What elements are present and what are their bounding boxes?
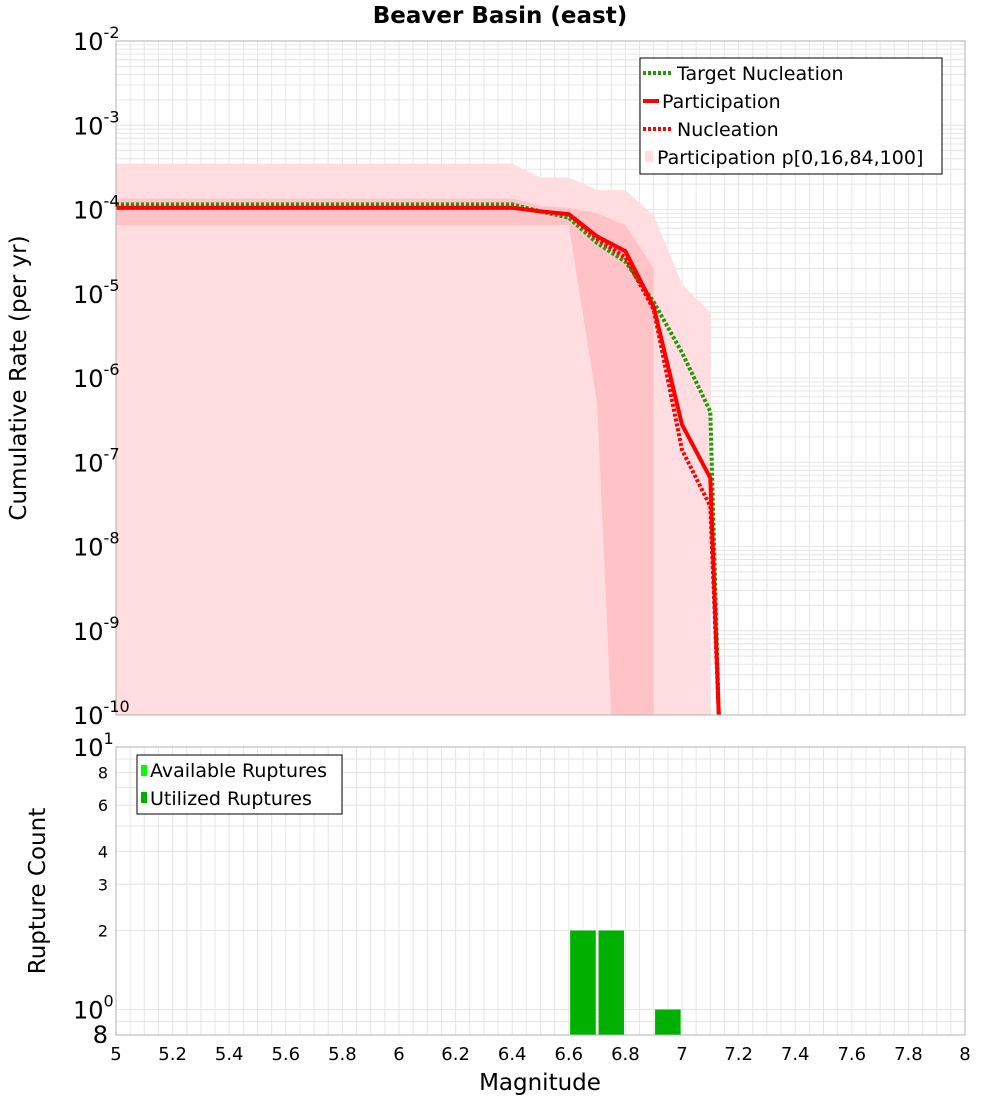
legend-swatch-available-ruptures xyxy=(141,765,147,776)
count-y-tick: 4 xyxy=(98,842,108,861)
magnitude-x-tick-label: 7.8 xyxy=(894,1044,923,1065)
magnitude-x-tick-label: 6.2 xyxy=(441,1044,470,1065)
chart-title: Beaver Basin (east) xyxy=(373,3,627,29)
magnitude-x-tick-label: 5.8 xyxy=(328,1044,357,1065)
rate-y-tick: 10-7 xyxy=(73,444,120,477)
count-y-tick-label: 3 xyxy=(98,875,108,894)
rate-panel: 10-2 10-3 10-4 10-5 10-6 10-7 10-8 10-9 10-10 Cu… xyxy=(6,23,966,730)
count-y-tick: 8 xyxy=(98,763,108,782)
count-legend: Available Ruptures Utilized Ruptures xyxy=(136,754,343,815)
magnitude-x-tick-label: 5.2 xyxy=(158,1044,187,1065)
rate-y-tick: 10-6 xyxy=(73,360,120,393)
count-y-tick-label: 6 xyxy=(98,796,108,815)
rate-y-tick: 10-4 xyxy=(73,192,120,225)
rate-y-tick-label: 10-7 xyxy=(73,444,120,477)
rupture-count-bars xyxy=(570,930,681,1035)
count-y-tick: 8 xyxy=(93,1021,108,1049)
magnitude-x-tick-label: 6.6 xyxy=(554,1044,583,1065)
rate-y-tick-label: 10-4 xyxy=(73,192,120,225)
magnitude-x-tick-label: 7.6 xyxy=(837,1044,866,1065)
participation-percentile-bands xyxy=(116,163,711,716)
rate-y-tick: 10-8 xyxy=(73,529,120,562)
rate-y-tick: 10-5 xyxy=(73,276,120,309)
count-y-axis-label: Rupture Count xyxy=(25,808,51,974)
participation-band-outer xyxy=(116,163,711,716)
rate-series-lines xyxy=(116,202,721,716)
count-plot-frame xyxy=(115,746,966,1036)
legend-swatch-participation-band xyxy=(645,151,653,162)
rate-y-tick-label: 10-8 xyxy=(73,529,120,562)
legend-swatch-utilized-ruptures xyxy=(141,792,147,803)
rate-y-ticks: 10-2 10-3 10-4 10-5 10-6 10-7 10-8 10-9 10-10 xyxy=(73,23,130,730)
rate-y-tick-label: 10-5 xyxy=(73,276,120,309)
count-y-tick: 3 xyxy=(98,875,108,894)
rate-y-axis-label: Cumulative Rate (per yr) xyxy=(6,235,32,520)
magnitude-x-tick-label: 5.6 xyxy=(271,1044,300,1065)
legend-label-utilized-ruptures: Utilized Ruptures xyxy=(150,788,312,810)
magnitude-x-tick-label: 5.4 xyxy=(215,1044,244,1065)
count-y-tick: 6 xyxy=(98,796,108,815)
utilized-ruptures-bar xyxy=(655,1009,681,1035)
utilized-ruptures-bar xyxy=(598,930,624,1035)
count-y-tick-label: 101 xyxy=(73,729,114,762)
count-y-tick-label: 2 xyxy=(98,922,108,941)
count-y-tick-label: 100 xyxy=(73,992,114,1025)
rate-legend: Target Nucleation Participation Nucleati… xyxy=(639,57,943,175)
nucleation-line xyxy=(116,205,721,716)
count-y-tick: 2 xyxy=(98,922,108,941)
rate-y-tick-label: 10-9 xyxy=(73,613,120,646)
magnitude-x-tick-label: 7.4 xyxy=(781,1044,810,1065)
rate-legend-box xyxy=(639,57,943,175)
legend-label-participation: Participation xyxy=(662,91,781,113)
magnitude-x-tick-label: 6 xyxy=(393,1044,404,1065)
count-y-tick-label: 8 xyxy=(93,1021,108,1049)
legend-label-available-ruptures: Available Ruptures xyxy=(150,760,327,782)
count-grid xyxy=(115,746,966,1036)
rate-y-tick-label: 10-10 xyxy=(73,697,130,730)
count-legend-box xyxy=(136,754,343,815)
legend-label-participation-band: Participation p[0,16,84,100] xyxy=(657,147,923,169)
magnitude-x-tick-label: 7.2 xyxy=(724,1044,753,1065)
rate-y-tick-label: 10-2 xyxy=(73,23,120,56)
magnitude-x-tick-label: 8 xyxy=(959,1044,970,1065)
magnitude-x-tick-label: 5 xyxy=(110,1044,121,1065)
magnitude-x-ticks: 5 5.2 5.4 5.6 5.8 6 6.2 6.4 6.6 6.8 7 7.2 7.4 7.6 7.8 8 xyxy=(110,1044,970,1065)
rate-y-tick-label: 10-3 xyxy=(73,107,120,140)
rate-y-tick-label: 10-6 xyxy=(73,360,120,393)
x-axis-label: Magnitude xyxy=(479,1070,601,1096)
rate-y-tick: 10-2 xyxy=(73,23,120,56)
utilized-ruptures-bar xyxy=(570,930,596,1035)
rate-plot-frame xyxy=(115,40,966,716)
participation-band-inner xyxy=(116,198,654,715)
legend-label-target-nucleation: Target Nucleation xyxy=(676,63,844,85)
magnitude-x-tick-label: 6.8 xyxy=(611,1044,640,1065)
count-y-tick-label: 8 xyxy=(98,763,108,782)
count-y-tick-label: 4 xyxy=(98,842,108,861)
legend-label-nucleation: Nucleation xyxy=(677,119,779,141)
magnitude-x-tick-label: 7 xyxy=(676,1044,687,1065)
rate-y-tick: 10-3 xyxy=(73,107,120,140)
rate-y-tick: 10-10 xyxy=(73,697,130,730)
count-y-tick: 100 xyxy=(73,992,114,1025)
count-y-tick: 101 xyxy=(73,729,114,762)
rate-y-tick: 10-9 xyxy=(73,613,120,646)
magnitude-x-tick-label: 6.4 xyxy=(498,1044,527,1065)
